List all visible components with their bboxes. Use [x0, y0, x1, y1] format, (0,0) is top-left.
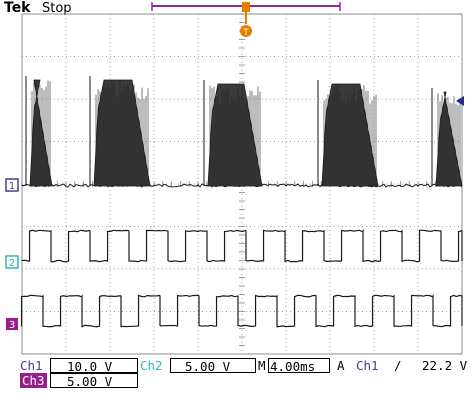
ch2-scale[interactable]: 5.00 V — [170, 358, 256, 374]
ch3-ground-marker[interactable]: 3 — [6, 318, 18, 331]
ch2-ground-marker[interactable]: 2 — [5, 255, 19, 269]
ch1-label[interactable]: Ch1 — [20, 358, 43, 373]
ch3-label[interactable]: Ch3 — [20, 373, 47, 388]
ch1-ground-marker[interactable]: 1 — [5, 178, 19, 192]
trigger-slope-icon[interactable]: / — [394, 358, 402, 373]
trigger-position-marker[interactable]: T — [240, 12, 252, 38]
brand-label: Tek — [4, 0, 31, 16]
timebase-label: M — [258, 358, 266, 373]
acquisition-status: Stop — [42, 1, 72, 16]
svg-text:3: 3 — [9, 320, 15, 331]
ch2-label[interactable]: Ch2 — [140, 358, 163, 373]
trigger-marker-glyph: T — [242, 28, 249, 38]
trigger-level[interactable]: 22.2 V — [422, 358, 468, 373]
trigger-level-marker[interactable] — [456, 96, 464, 106]
ch3-waveform — [20, 293, 463, 328]
trigger-source[interactable]: Ch1 — [356, 358, 379, 373]
readout-panel: Ch1 10.0 V Ch2 5.00 V M 4.00ms A Ch1 / 2… — [0, 358, 474, 414]
top-status-bar: Tek Stop — [0, 0, 474, 18]
timebase-value[interactable]: 4.00ms — [268, 358, 330, 374]
scope-display: T 1 2 3 — [5, 2, 464, 355]
ch3-scale[interactable]: 5.00 V — [50, 373, 138, 389]
ch2-waveform — [21, 228, 463, 263]
record-position-bar[interactable] — [151, 2, 341, 12]
svg-text:2: 2 — [9, 258, 15, 269]
trigger-mode[interactable]: A — [337, 358, 345, 373]
ch1-burst-envelopes — [25, 76, 463, 187]
svg-text:1: 1 — [9, 181, 15, 192]
ch1-scale[interactable]: 10.0 V — [50, 358, 138, 374]
